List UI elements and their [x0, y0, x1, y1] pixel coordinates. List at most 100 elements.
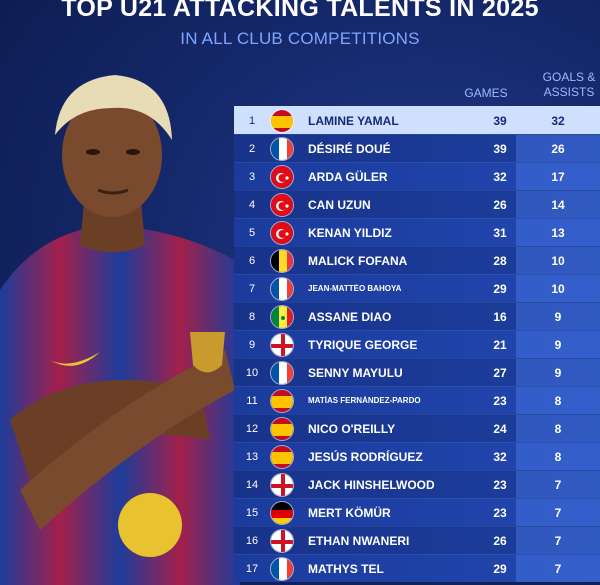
england-flag-icon [270, 528, 294, 553]
rank-number: 6 [248, 254, 256, 267]
rank-number: 15 [245, 506, 259, 519]
player-illustration [0, 75, 240, 585]
page-subtitle: IN ALL CLUB COMPETITIONS [180, 29, 420, 48]
table-row: 2 DÉSIRÉ DOUÉ 39 26 [234, 134, 600, 162]
ranking-table: 1 LAMINE YAMAL 39 32 2 DÉSIRÉ DOUÉ 39 26 3 ARDA G… [234, 106, 600, 582]
goals-assists-value: 9 [516, 331, 600, 358]
rank-number: 16 [245, 534, 259, 547]
goals-assists-value: 8 [516, 415, 600, 442]
rank-number: 10 [245, 366, 259, 379]
rank-number: 5 [248, 226, 256, 239]
player-name: CAN UZUN [308, 197, 371, 212]
goals-assists-value: 10 [516, 275, 600, 302]
turkey-flag-icon [270, 192, 294, 217]
games-value: 29 [493, 561, 507, 576]
table-row: 13 JESÚS RODRÍGUEZ 32 8 [234, 442, 600, 470]
player-name: JACK HINSHELWOOD [308, 477, 435, 492]
rank-number: 14 [245, 478, 259, 491]
column-header-ga-line2: ASSISTS [543, 85, 595, 99]
table-row: 11 MATÍAS FERNÁNDEZ-PARDO 23 8 [234, 386, 600, 414]
table-row: 5 KENAN YILDIZ 31 13 [234, 218, 600, 246]
goals-assists-value: 9 [516, 359, 600, 386]
turkey-flag-icon [270, 164, 294, 189]
goals-assists-value: 8 [516, 387, 600, 414]
france-flag-icon [270, 136, 294, 161]
spain-flag-icon [270, 388, 294, 413]
goals-assists-value: 17 [516, 163, 600, 190]
rank-number: 12 [245, 422, 259, 435]
goals-assists-value: 10 [516, 247, 600, 274]
rank-number: 3 [248, 170, 256, 183]
rank-number: 13 [245, 450, 259, 463]
table-row: 16 ETHAN NWANERI 26 7 [234, 526, 600, 554]
games-value: 39 [493, 141, 507, 156]
rank-number: 1 [248, 114, 256, 127]
games-value: 23 [493, 477, 507, 492]
goals-assists-value: 7 [516, 527, 600, 554]
player-name: JESÚS RODRÍGUEZ [308, 449, 423, 464]
turkey-flag-icon [270, 220, 294, 245]
rank-number: 11 [246, 394, 258, 407]
goals-assists-value: 7 [516, 499, 600, 526]
spain-flag-icon [270, 108, 294, 133]
france-flag-icon [270, 360, 294, 385]
player-name: LAMINE YAMAL [308, 113, 399, 128]
games-value: 26 [493, 197, 507, 212]
games-value: 23 [493, 393, 507, 408]
table-row: 10 SENNY MAYULU 27 9 [234, 358, 600, 386]
games-value: 29 [493, 281, 507, 296]
goals-assists-value: 26 [516, 135, 600, 162]
player-name: MATHYS TEL [308, 561, 384, 576]
rank-number: 2 [248, 142, 256, 155]
games-value: 26 [493, 533, 507, 548]
page-title: TOP U21 ATTACKING TALENTS IN 2025 [61, 0, 539, 22]
belgium-flag-icon [270, 248, 294, 273]
table-row: 9 TYRIQUE GEORGE 21 9 [234, 330, 600, 358]
player-name: JEAN-MATTÉO BAHOYA [308, 284, 402, 293]
games-value: 21 [493, 337, 507, 352]
games-value: 31 [493, 225, 507, 240]
rank-number: 17 [245, 562, 259, 575]
player-name: DÉSIRÉ DOUÉ [308, 141, 391, 156]
player-name: MALICK FOFANA [308, 253, 408, 268]
column-header-games: GAMES [464, 86, 508, 100]
games-value: 24 [493, 421, 507, 436]
player-name: ARDA GÜLER [308, 169, 388, 184]
column-header-goals-assists: GOALS & ASSISTS [530, 70, 600, 100]
rank-number: 4 [248, 198, 256, 211]
player-name: KENAN YILDIZ [308, 225, 392, 240]
table-row: 7 JEAN-MATTÉO BAHOYA 29 10 [234, 274, 600, 302]
goals-assists-value: 14 [516, 191, 600, 218]
table-row: 1 LAMINE YAMAL 39 32 [234, 106, 600, 134]
spain-flag-icon [270, 444, 294, 469]
games-value: 32 [493, 449, 507, 464]
goals-assists-value: 7 [516, 471, 600, 498]
germany-flag-icon [270, 500, 294, 525]
france-flag-icon [270, 276, 294, 301]
rank-number: 7 [248, 282, 256, 295]
rank-number: 9 [248, 338, 256, 351]
france-flag-icon [270, 556, 294, 581]
games-value: 23 [493, 505, 507, 520]
table-row: 6 MALICK FOFANA 28 10 [234, 246, 600, 274]
spain-flag-icon [270, 416, 294, 441]
goals-assists-value: 13 [516, 219, 600, 246]
rank-number: 8 [248, 310, 256, 323]
goals-assists-value: 8 [516, 443, 600, 470]
goals-assists-value: 9 [516, 303, 600, 330]
table-row: 3 ARDA GÜLER 32 17 [234, 162, 600, 190]
table-row: 15 MERT KÖMÜR 23 7 [234, 498, 600, 526]
games-value: 39 [493, 113, 507, 128]
player-name: MATÍAS FERNÁNDEZ-PARDO [308, 396, 421, 405]
games-value: 28 [493, 253, 507, 268]
player-name: NICO O'REILLY [308, 421, 396, 436]
games-value: 16 [493, 309, 507, 324]
goals-assists-value: 7 [516, 555, 600, 582]
table-row: 12 NICO O'REILLY 24 8 [234, 414, 600, 442]
table-row: 8 ASSANE DIAO 16 9 [234, 302, 600, 330]
senegal-flag-icon [270, 304, 294, 329]
player-name: MERT KÖMÜR [308, 505, 391, 520]
player-name: TYRIQUE GEORGE [308, 337, 418, 352]
goals-assists-value: 32 [516, 107, 600, 134]
player-name: ETHAN NWANERI [308, 533, 410, 548]
